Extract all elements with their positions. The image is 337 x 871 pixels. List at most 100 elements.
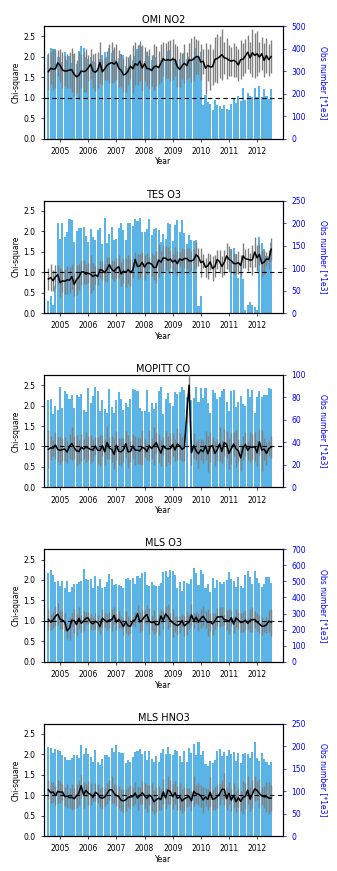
Bar (59, 239, 61, 313)
Bar (270, 761, 272, 836)
Bar (118, 392, 120, 488)
Bar (268, 99, 270, 138)
Bar (268, 577, 270, 662)
Bar (113, 50, 115, 138)
Bar (155, 756, 157, 836)
Bar (167, 223, 169, 313)
Bar (176, 59, 178, 138)
Bar (87, 59, 89, 138)
Bar (71, 395, 73, 488)
Bar (205, 589, 207, 662)
Bar (71, 759, 73, 836)
Bar (108, 757, 111, 836)
Bar (151, 582, 153, 662)
Bar (240, 396, 242, 488)
Bar (97, 68, 99, 138)
Bar (92, 396, 94, 488)
Bar (233, 99, 235, 138)
Bar (52, 49, 54, 138)
Bar (263, 760, 265, 836)
Bar (183, 233, 185, 313)
Bar (64, 589, 66, 662)
Bar (144, 61, 146, 138)
Bar (94, 576, 96, 662)
Bar (207, 403, 209, 488)
Bar (244, 575, 246, 662)
Title: TES O3: TES O3 (146, 190, 181, 199)
Bar (155, 228, 157, 313)
Bar (249, 302, 251, 313)
Bar (183, 581, 185, 662)
Bar (73, 242, 75, 313)
Bar (249, 577, 251, 662)
Bar (61, 755, 63, 836)
Bar (108, 234, 111, 313)
Bar (66, 395, 68, 488)
Bar (167, 393, 169, 488)
Bar (129, 400, 131, 488)
Bar (141, 754, 143, 836)
Bar (146, 760, 148, 836)
Bar (90, 579, 92, 662)
Bar (188, 584, 190, 662)
Bar (200, 754, 202, 836)
Bar (120, 399, 122, 488)
Bar (115, 745, 117, 836)
Bar (247, 389, 249, 488)
Bar (87, 242, 89, 313)
Bar (242, 279, 244, 313)
Bar (66, 760, 68, 836)
Bar (263, 395, 265, 488)
Bar (193, 398, 195, 488)
Bar (200, 571, 202, 662)
Bar (225, 110, 227, 138)
Bar (209, 760, 211, 836)
Bar (94, 240, 96, 313)
Bar (144, 752, 146, 836)
Bar (186, 59, 188, 138)
Bar (162, 234, 164, 313)
Bar (75, 754, 78, 836)
Bar (256, 97, 258, 138)
Bar (136, 576, 139, 662)
Bar (57, 57, 59, 138)
Bar (101, 400, 103, 488)
Bar (120, 753, 122, 836)
Bar (90, 229, 92, 313)
Bar (155, 586, 157, 662)
Bar (195, 388, 197, 488)
Bar (258, 237, 261, 313)
Bar (48, 747, 50, 836)
Y-axis label: Chi-square: Chi-square (11, 584, 21, 626)
Bar (162, 57, 164, 138)
Bar (261, 753, 263, 836)
Bar (134, 57, 136, 138)
Bar (113, 752, 115, 836)
Bar (251, 584, 253, 662)
Bar (80, 228, 82, 313)
Bar (80, 46, 82, 138)
Bar (50, 48, 52, 138)
Bar (132, 388, 134, 488)
Bar (174, 392, 176, 488)
Bar (125, 66, 127, 138)
Bar (78, 228, 80, 313)
Bar (141, 233, 143, 313)
Bar (240, 101, 242, 138)
Bar (64, 391, 66, 488)
Bar (228, 411, 230, 488)
Bar (223, 105, 225, 138)
Bar (162, 571, 164, 662)
Bar (134, 584, 136, 662)
Bar (193, 241, 195, 313)
Bar (48, 400, 50, 488)
Y-axis label: Chi-square: Chi-square (11, 62, 21, 103)
Bar (242, 588, 244, 662)
Y-axis label: Chi-square: Chi-square (11, 760, 21, 800)
Bar (59, 586, 61, 662)
Bar (80, 581, 82, 662)
Bar (212, 763, 214, 836)
Bar (207, 766, 209, 836)
Bar (190, 240, 192, 313)
Bar (125, 403, 127, 488)
